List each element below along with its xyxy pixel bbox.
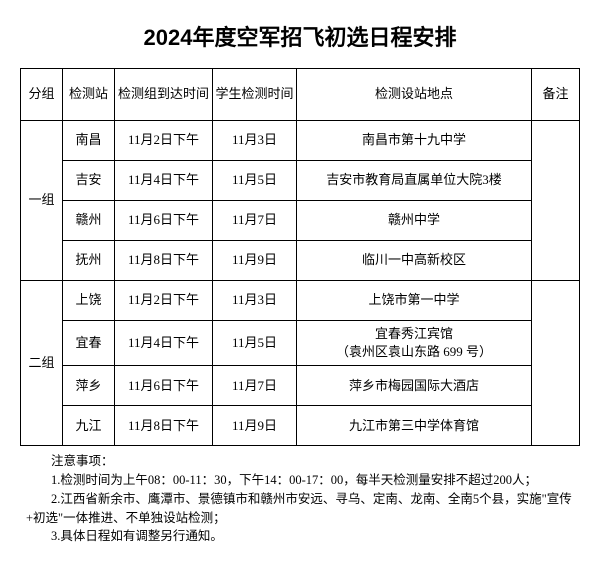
table-row: 二组上饶11月2日下午11月3日上饶市第一中学	[21, 281, 580, 321]
cell-station: 萍乡	[63, 366, 115, 406]
table-row: 抚州11月8日下午11月9日临川一中高新校区	[21, 241, 580, 281]
schedule-table: 分组 检测站 检测组到达时间 学生检测时间 检测设站地点 备注 一组南昌11月2…	[20, 68, 580, 446]
header-arrive: 检测组到达时间	[115, 69, 213, 121]
notes-item: 1.检测时间为上午08：00-11：30，下午14：00-17：00，每半天检测…	[26, 471, 574, 490]
cell-station: 宜春	[63, 321, 115, 366]
cell-arrive: 11月4日下午	[115, 161, 213, 201]
cell-check: 11月7日	[213, 366, 297, 406]
cell-station: 九江	[63, 406, 115, 446]
cell-check: 11月5日	[213, 321, 297, 366]
cell-station: 吉安	[63, 161, 115, 201]
cell-arrive: 11月2日下午	[115, 121, 213, 161]
notes-section: 注意事项： 1.检测时间为上午08：00-11：30，下午14：00-17：00…	[20, 452, 580, 546]
cell-arrive: 11月4日下午	[115, 321, 213, 366]
cell-arrive: 11月2日下午	[115, 281, 213, 321]
cell-check: 11月9日	[213, 406, 297, 446]
page-title: 2024年度空军招飞初选日程安排	[20, 12, 580, 68]
cell-station: 上饶	[63, 281, 115, 321]
cell-location: 南昌市第十九中学	[297, 121, 532, 161]
cell-location: 临川一中高新校区	[297, 241, 532, 281]
table-row: 吉安11月4日下午11月5日吉安市教育局直属单位大院3楼	[21, 161, 580, 201]
header-location: 检测设站地点	[297, 69, 532, 121]
cell-check: 11月5日	[213, 161, 297, 201]
notes-item: 2.江西省新余市、鹰潭市、景德镇市和赣州市安远、寻乌、定南、龙南、全南5个县，实…	[26, 490, 574, 528]
cell-check: 11月3日	[213, 121, 297, 161]
table-row: 一组南昌11月2日下午11月3日南昌市第十九中学	[21, 121, 580, 161]
header-station: 检测站	[63, 69, 115, 121]
table-row: 宜春11月4日下午11月5日宜春秀江宾馆（袁州区袁山东路 699 号）	[21, 321, 580, 366]
cell-note	[532, 281, 580, 446]
cell-arrive: 11月6日下午	[115, 366, 213, 406]
cell-arrive: 11月8日下午	[115, 406, 213, 446]
cell-arrive: 11月6日下午	[115, 201, 213, 241]
cell-location: 上饶市第一中学	[297, 281, 532, 321]
header-group: 分组	[21, 69, 63, 121]
cell-location: 宜春秀江宾馆（袁州区袁山东路 699 号）	[297, 321, 532, 366]
cell-check: 11月7日	[213, 201, 297, 241]
cell-arrive: 11月8日下午	[115, 241, 213, 281]
notes-heading: 注意事项：	[26, 452, 574, 471]
cell-group: 二组	[21, 281, 63, 446]
cell-check: 11月9日	[213, 241, 297, 281]
cell-location: 赣州中学	[297, 201, 532, 241]
cell-note	[532, 121, 580, 281]
cell-station: 南昌	[63, 121, 115, 161]
notes-item: 3.具体日程如有调整另行通知。	[26, 527, 574, 546]
cell-check: 11月3日	[213, 281, 297, 321]
cell-station: 赣州	[63, 201, 115, 241]
table-header-row: 分组 检测站 检测组到达时间 学生检测时间 检测设站地点 备注	[21, 69, 580, 121]
table-row: 赣州11月6日下午11月7日赣州中学	[21, 201, 580, 241]
cell-location: 吉安市教育局直属单位大院3楼	[297, 161, 532, 201]
cell-group: 一组	[21, 121, 63, 281]
cell-station: 抚州	[63, 241, 115, 281]
cell-location: 萍乡市梅园国际大酒店	[297, 366, 532, 406]
header-note: 备注	[532, 69, 580, 121]
header-check: 学生检测时间	[213, 69, 297, 121]
cell-location: 九江市第三中学体育馆	[297, 406, 532, 446]
table-row: 萍乡11月6日下午11月7日萍乡市梅园国际大酒店	[21, 366, 580, 406]
table-row: 九江11月8日下午11月9日九江市第三中学体育馆	[21, 406, 580, 446]
